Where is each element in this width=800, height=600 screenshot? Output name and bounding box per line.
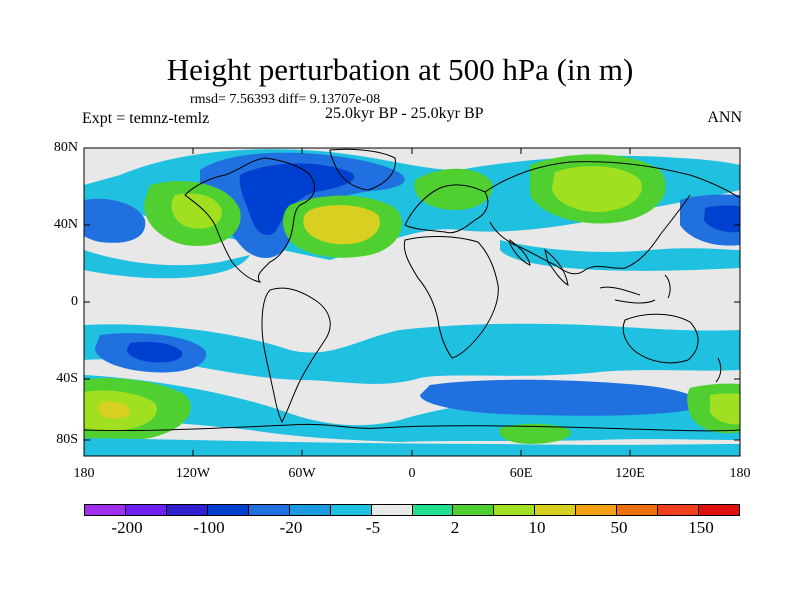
colorbar-swatch bbox=[658, 505, 700, 515]
north-pacific-east-deep-blue-cell bbox=[704, 205, 740, 233]
colorbar-label: 150 bbox=[688, 518, 714, 537]
siberia-yellow-cell bbox=[552, 166, 642, 213]
coastline-india bbox=[509, 238, 569, 286]
experiment-label: Expt = temnz-temlz bbox=[82, 110, 210, 127]
south-pacific-deep-blue-cell bbox=[126, 341, 183, 363]
lon-label-0: 0 bbox=[408, 466, 416, 481]
southern-indian-yellow-cell bbox=[710, 393, 740, 425]
southern-ocean-blue-cell bbox=[420, 379, 698, 416]
colorbar-swatch bbox=[617, 505, 659, 515]
colorbar-swatch bbox=[289, 505, 331, 515]
colorbar-label: 2 bbox=[450, 518, 460, 537]
colorbar-swatch bbox=[166, 505, 208, 515]
lat-label-80n: 80N bbox=[53, 140, 78, 155]
coastline-africa bbox=[403, 235, 499, 359]
lat-label-40s: 40S bbox=[56, 371, 78, 386]
lon-ticks bbox=[83, 148, 741, 456]
colorbar-label: 10 bbox=[528, 518, 546, 537]
colorbar-swatch bbox=[371, 505, 413, 515]
plot-title: Height perturbation at 500 hPa (in m) bbox=[166, 52, 634, 87]
subtropical-cyan-band-atlantic bbox=[84, 250, 250, 279]
lon-label-180e: 180 bbox=[729, 466, 751, 481]
coastline-new-zealand bbox=[715, 357, 722, 383]
coastline-greenland bbox=[329, 148, 396, 191]
colorbar bbox=[84, 504, 740, 516]
season-label: ANN bbox=[707, 109, 742, 126]
colorbar-swatch bbox=[248, 505, 290, 515]
coastline-australia bbox=[622, 313, 699, 364]
lon-label-60w: 60W bbox=[288, 466, 316, 481]
north-atlantic-yellow-cell bbox=[303, 205, 380, 245]
colorbar-swatch bbox=[330, 505, 372, 515]
lat-label-80s: 80S bbox=[56, 432, 78, 447]
colorbar-swatch bbox=[494, 505, 536, 515]
coastlines bbox=[84, 148, 740, 432]
colorbar-swatch bbox=[699, 505, 739, 515]
colorbar-label: -20 bbox=[279, 518, 303, 537]
colorbar-swatch bbox=[535, 505, 577, 515]
lat-label-40n: 40N bbox=[53, 217, 78, 232]
colorbar-label: -5 bbox=[365, 518, 381, 537]
lat-label-0: 0 bbox=[71, 294, 78, 309]
colorbar-swatch bbox=[453, 505, 495, 515]
coastline-maritime-asia bbox=[599, 274, 671, 304]
antarctic-green-patch bbox=[499, 423, 571, 444]
southern-ocean-cyan-band bbox=[84, 375, 740, 442]
stats-label: rmsd= 7.56393 diff= 9.13707e-08 bbox=[190, 92, 381, 107]
colorbar-swatch bbox=[125, 505, 167, 515]
colorbar-swatch bbox=[576, 505, 618, 515]
southern-cyan-band bbox=[84, 323, 740, 384]
colorbar-swatch bbox=[207, 505, 249, 515]
europe-green-cell bbox=[414, 168, 493, 210]
coastline-north-america bbox=[184, 157, 315, 283]
period-label: 25.0kyr BP - 25.0kyr BP bbox=[325, 105, 484, 122]
colorbar-label: -100 bbox=[193, 518, 225, 537]
coastline-europe bbox=[404, 184, 489, 234]
colorbar-label: -200 bbox=[111, 518, 143, 537]
anomaly-field bbox=[84, 149, 740, 456]
west-pacific-blue-cell bbox=[84, 198, 146, 243]
colorbar-swatch bbox=[85, 505, 126, 515]
lon-label-120w: 120W bbox=[175, 466, 211, 481]
lon-label-120e: 120E bbox=[615, 466, 645, 481]
coastline-south-america bbox=[261, 287, 331, 424]
subtropical-cyan-band-asia bbox=[500, 240, 740, 271]
north-pacific-yellow-cell bbox=[171, 193, 222, 229]
lat-ticks bbox=[84, 147, 740, 441]
coastline-antarctica bbox=[84, 423, 740, 432]
coastline-asia bbox=[484, 161, 740, 275]
north-america-deep-blue-cell bbox=[239, 163, 355, 236]
colorbar-swatch bbox=[412, 505, 454, 515]
south-pacific-orange-cell bbox=[98, 401, 131, 419]
colorbar-label: 50 bbox=[610, 518, 628, 537]
lon-label-180w: 180 bbox=[73, 466, 95, 481]
antarctic-cyan-strip bbox=[84, 438, 740, 456]
lon-label-60e: 60E bbox=[509, 466, 533, 481]
